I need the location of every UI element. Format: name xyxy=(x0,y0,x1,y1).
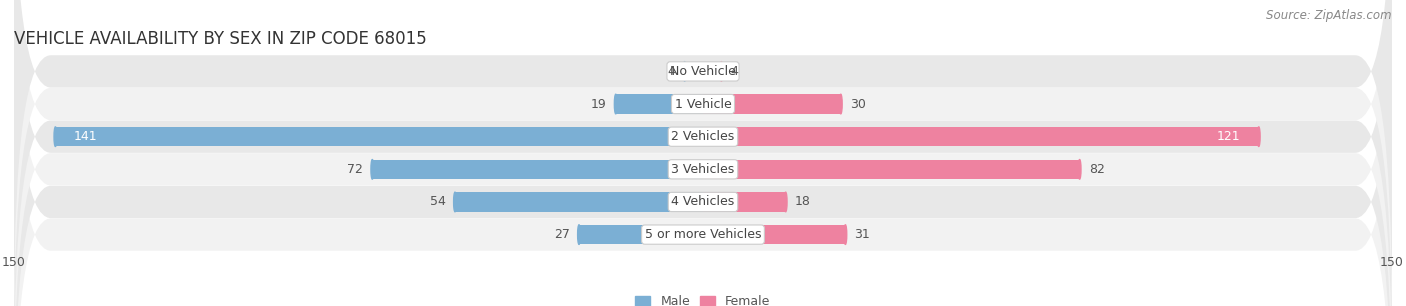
Bar xyxy=(373,159,703,179)
Bar xyxy=(456,192,703,212)
Text: 4 Vehicles: 4 Vehicles xyxy=(672,196,734,208)
Circle shape xyxy=(839,94,842,114)
Text: 4: 4 xyxy=(731,65,738,78)
Bar xyxy=(703,127,1258,147)
Text: VEHICLE AVAILABILITY BY SEX IN ZIP CODE 68015: VEHICLE AVAILABILITY BY SEX IN ZIP CODE … xyxy=(14,30,427,48)
Circle shape xyxy=(53,127,56,147)
Circle shape xyxy=(720,62,723,81)
Text: 121: 121 xyxy=(1216,130,1240,143)
FancyBboxPatch shape xyxy=(14,0,1392,306)
Bar xyxy=(703,159,1080,179)
Bar xyxy=(616,94,703,114)
FancyBboxPatch shape xyxy=(14,0,1392,306)
Circle shape xyxy=(844,225,846,244)
Bar xyxy=(579,225,703,244)
Text: 2 Vehicles: 2 Vehicles xyxy=(672,130,734,143)
Text: 72: 72 xyxy=(347,163,363,176)
Bar xyxy=(703,62,721,81)
Bar xyxy=(703,225,845,244)
Circle shape xyxy=(785,192,787,212)
Circle shape xyxy=(614,94,617,114)
Text: 82: 82 xyxy=(1088,163,1105,176)
Text: 19: 19 xyxy=(591,98,606,110)
Circle shape xyxy=(1257,127,1260,147)
Bar xyxy=(55,127,703,147)
Bar xyxy=(703,94,841,114)
FancyBboxPatch shape xyxy=(14,0,1392,306)
Text: 54: 54 xyxy=(430,196,446,208)
Text: Source: ZipAtlas.com: Source: ZipAtlas.com xyxy=(1267,9,1392,22)
FancyBboxPatch shape xyxy=(14,0,1392,306)
Text: 141: 141 xyxy=(73,130,97,143)
Legend: Male, Female: Male, Female xyxy=(630,290,776,306)
Text: 4: 4 xyxy=(668,65,675,78)
Text: 27: 27 xyxy=(554,228,569,241)
FancyBboxPatch shape xyxy=(14,0,1392,306)
Circle shape xyxy=(1078,159,1081,179)
Circle shape xyxy=(683,62,686,81)
Text: 18: 18 xyxy=(794,196,811,208)
Circle shape xyxy=(371,159,374,179)
Circle shape xyxy=(454,192,457,212)
Text: 30: 30 xyxy=(851,98,866,110)
Text: 5 or more Vehicles: 5 or more Vehicles xyxy=(645,228,761,241)
Circle shape xyxy=(578,225,581,244)
FancyBboxPatch shape xyxy=(14,0,1392,306)
Bar xyxy=(703,192,786,212)
Text: 3 Vehicles: 3 Vehicles xyxy=(672,163,734,176)
Bar xyxy=(685,62,703,81)
Text: 31: 31 xyxy=(855,228,870,241)
Text: 1 Vehicle: 1 Vehicle xyxy=(675,98,731,110)
Text: No Vehicle: No Vehicle xyxy=(671,65,735,78)
